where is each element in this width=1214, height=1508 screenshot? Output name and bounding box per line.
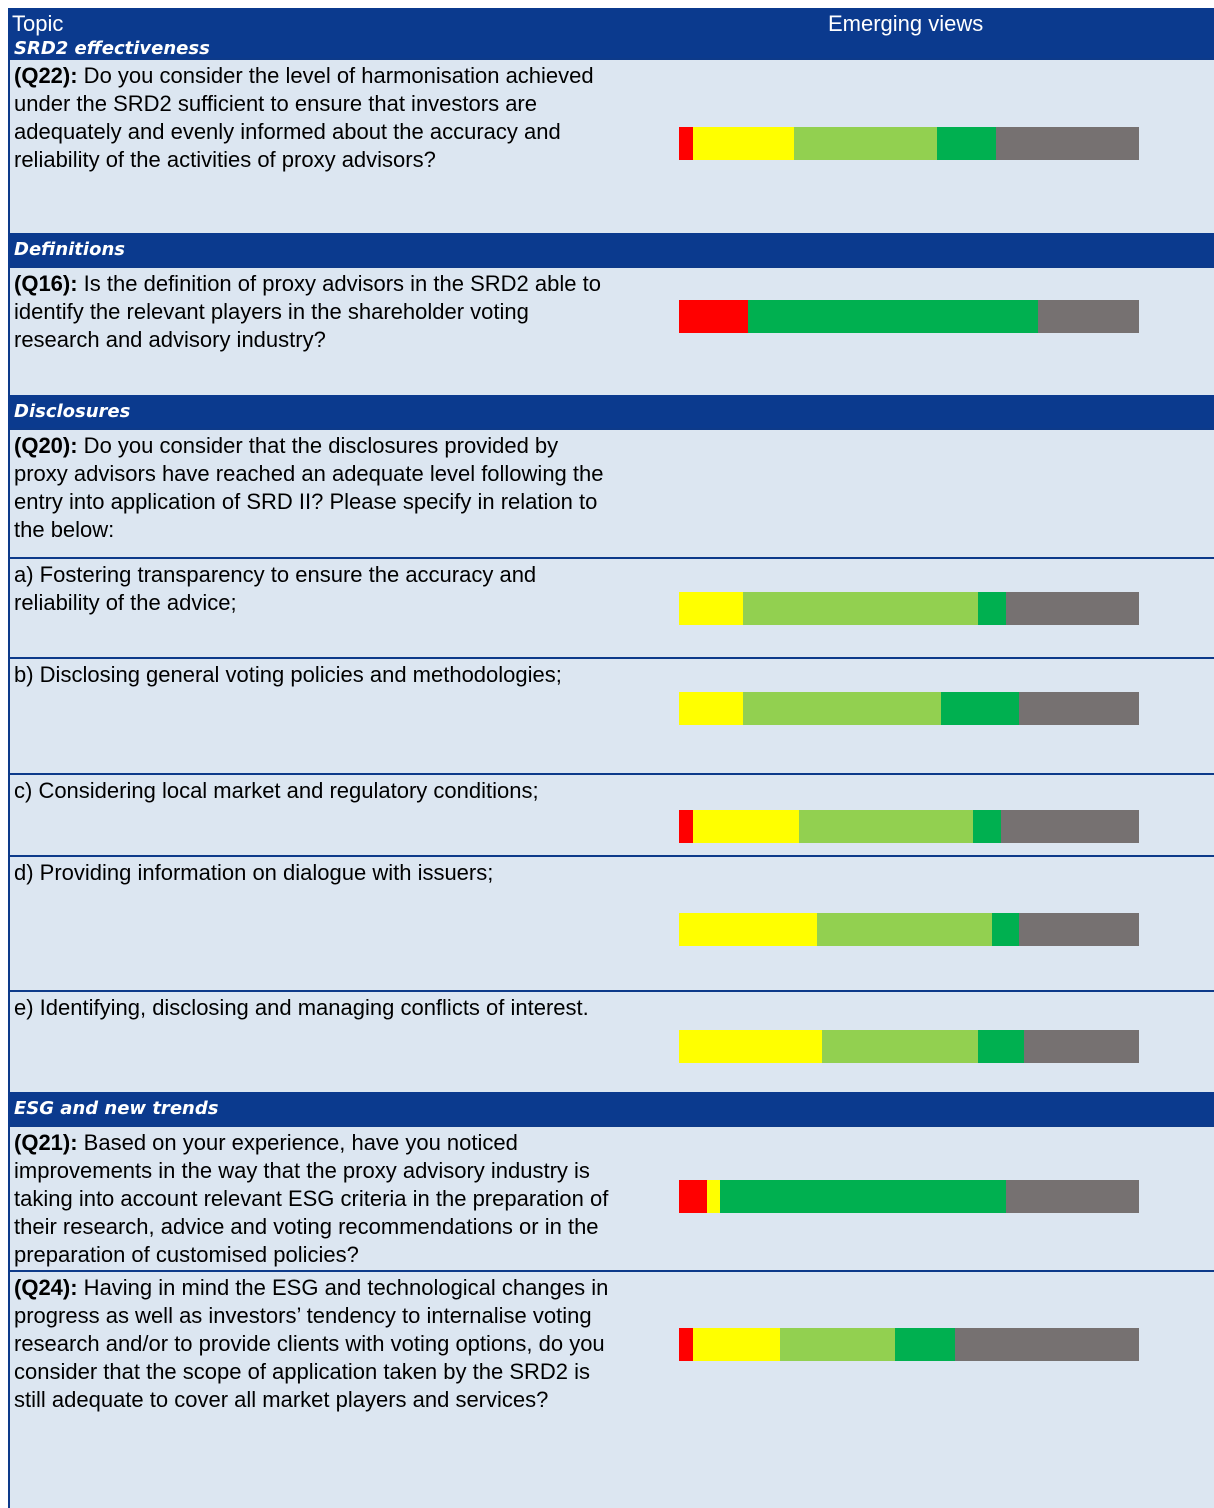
question-body: a) Fostering transparency to ensure the …: [14, 562, 537, 615]
bar-segment: [1001, 810, 1139, 843]
bar-segment: [978, 1030, 1024, 1063]
section-row: SRD2 effectiveness: [8, 37, 1214, 59]
question-text: b) Disclosing general voting policies an…: [14, 661, 612, 689]
question-text: d) Providing information on dialogue wit…: [14, 859, 612, 887]
question-id: (Q21):: [14, 1130, 78, 1155]
question-id: (Q24):: [14, 1275, 78, 1300]
question-text: (Q21): Based on your experience, have yo…: [14, 1129, 612, 1269]
question-row: e) Identifying, disclosing and managing …: [8, 990, 1214, 1092]
bar-segment: [821, 1030, 978, 1063]
question-text: c) Considering local market and regulato…: [14, 777, 612, 805]
question-body: Do you consider the level of harmonisati…: [14, 63, 594, 172]
bar-segment: [748, 300, 1038, 333]
bar-segment: [941, 692, 1020, 725]
question-row: (Q20): Do you consider that the disclosu…: [8, 428, 1214, 557]
bar-segment: [743, 592, 978, 625]
question-text: (Q20): Do you consider that the disclosu…: [14, 432, 612, 544]
question-body: Having in mind the ESG and technological…: [14, 1275, 609, 1412]
question-body: Based on your experience, have you notic…: [14, 1130, 609, 1267]
bar-segment: [706, 1180, 721, 1213]
bar-segment: [817, 913, 992, 946]
bar-segment: [1037, 300, 1139, 333]
bar-segment: [973, 810, 1001, 843]
bar-segment: [1024, 1030, 1139, 1063]
question-body: d) Providing information on dialogue wit…: [14, 860, 494, 885]
question-body: e) Identifying, disclosing and managing …: [14, 995, 589, 1020]
header: Topic Emerging views: [8, 8, 1214, 38]
bar-segment: [936, 127, 997, 160]
bar-segment: [1019, 913, 1139, 946]
bar-segment: [679, 692, 744, 725]
bar-segment: [1019, 692, 1139, 725]
bar-segment: [780, 1328, 896, 1361]
question-id: (Q22):: [14, 63, 78, 88]
section-row: ESG and new trends: [8, 1092, 1214, 1125]
question-text: (Q16): Is the definition of proxy adviso…: [14, 270, 612, 354]
bar-segment: [679, 1328, 693, 1361]
question-body: Is the definition of proxy advisors in t…: [14, 271, 601, 352]
section-row: Disclosures: [8, 395, 1214, 428]
bar-segment: [798, 810, 974, 843]
bar-segment: [1005, 592, 1139, 625]
question-text: (Q24): Having in mind the ESG and techno…: [14, 1274, 612, 1414]
section-title: Disclosures: [14, 401, 131, 422]
bar-segment: [955, 1328, 1139, 1361]
bar-segment: [978, 592, 1006, 625]
question-text: e) Identifying, disclosing and managing …: [14, 994, 612, 1022]
question-id: (Q20):: [14, 433, 78, 458]
bar-segment: [679, 913, 817, 946]
bar-segment: [692, 1328, 781, 1361]
views-header: Emerging views: [828, 11, 984, 36]
bar-segment: [743, 692, 942, 725]
bar-segment: [692, 810, 799, 843]
bar-segment: [679, 810, 693, 843]
question-text: (Q22): Do you consider the level of harm…: [14, 62, 612, 174]
question-text: a) Fostering transparency to ensure the …: [14, 561, 612, 617]
section-row: Definitions: [8, 233, 1214, 266]
bar-segment: [679, 127, 693, 160]
section-title: Definitions: [14, 239, 125, 260]
bar-segment: [1005, 1180, 1139, 1213]
bar-segment: [679, 300, 748, 333]
bar-segment: [991, 913, 1020, 946]
question-body: c) Considering local market and regulato…: [14, 778, 539, 803]
bar-segment: [679, 592, 744, 625]
bar-segment: [996, 127, 1139, 160]
bar-segment: [679, 1180, 707, 1213]
bar-segment: [692, 127, 794, 160]
bar-segment: [720, 1180, 1006, 1213]
topic-header: Topic: [12, 11, 64, 36]
question-body: Do you consider that the disclosures pro…: [14, 433, 604, 542]
question-id: (Q16):: [14, 271, 78, 296]
bar-segment: [794, 127, 937, 160]
section-title: SRD2 effectiveness: [14, 37, 210, 59]
section-title: ESG and new trends: [14, 1098, 219, 1119]
question-body: b) Disclosing general voting policies an…: [14, 662, 562, 687]
bar-segment: [679, 1030, 822, 1063]
question-row: (Q24): Having in mind the ESG and techno…: [8, 1270, 1214, 1508]
bar-segment: [895, 1328, 955, 1361]
